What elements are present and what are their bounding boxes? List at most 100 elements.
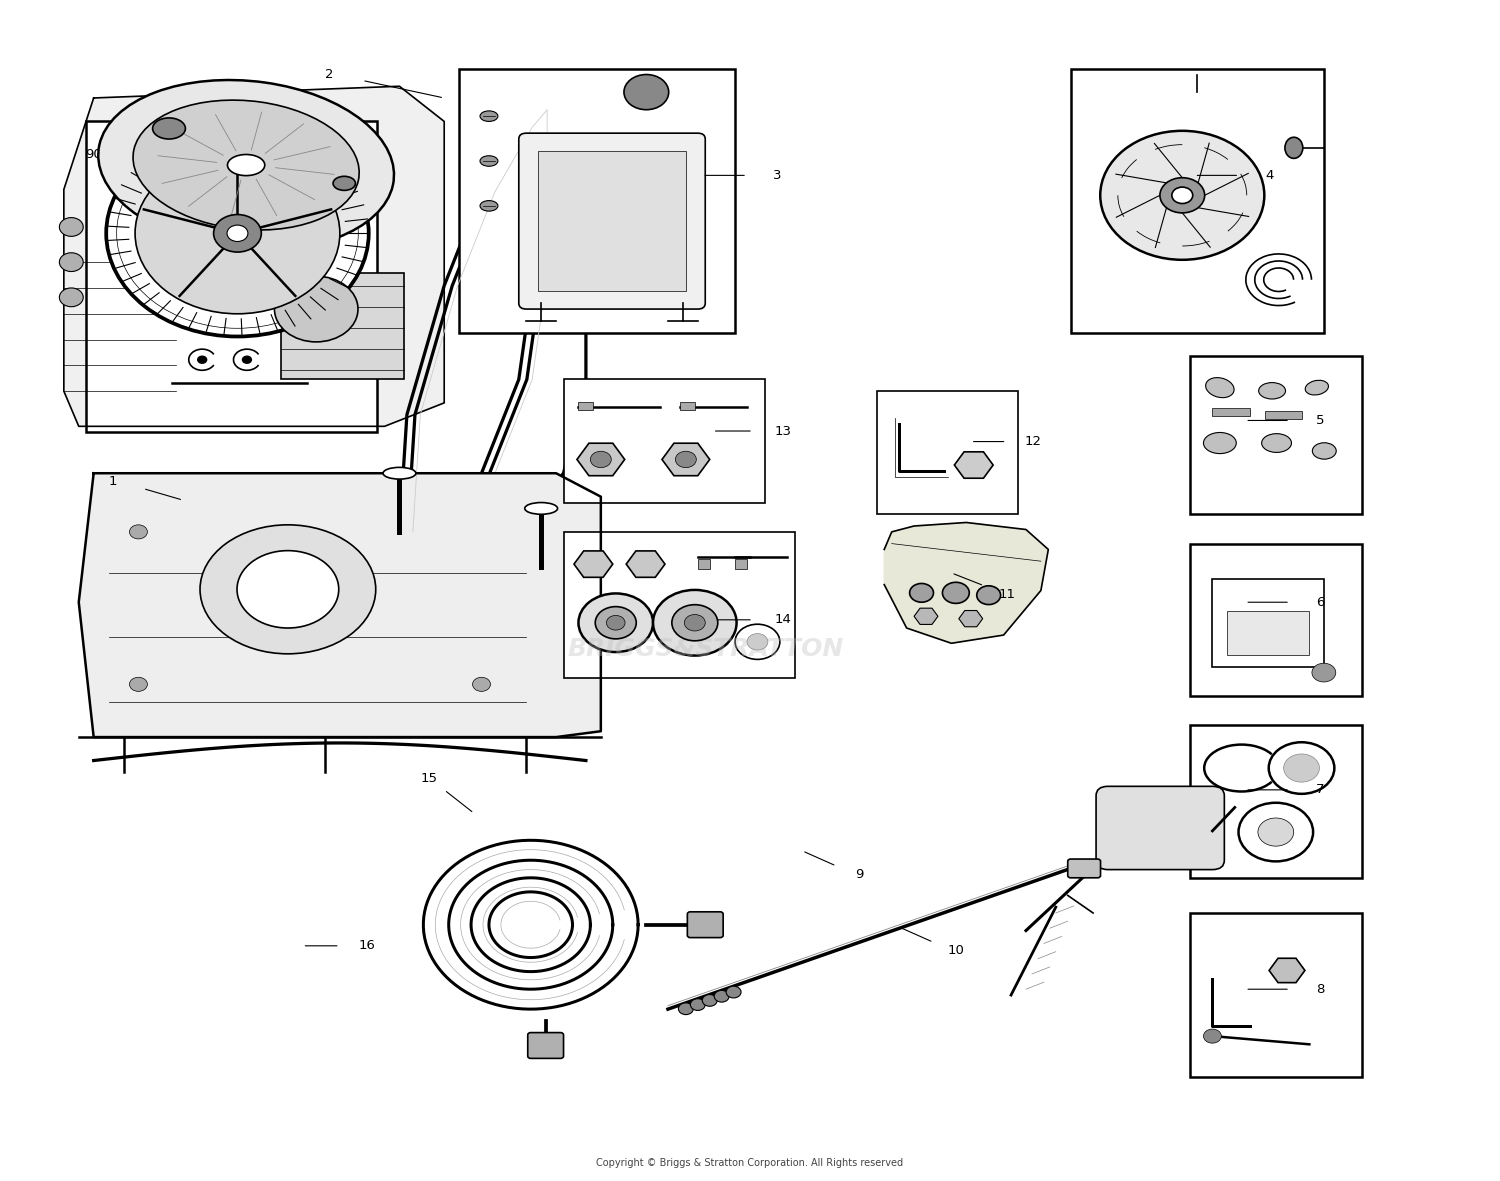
Circle shape xyxy=(1239,803,1312,861)
Text: 15: 15 xyxy=(422,771,438,784)
Circle shape xyxy=(135,152,340,314)
Bar xyxy=(1071,68,1324,333)
Text: 12: 12 xyxy=(1024,435,1042,448)
Text: BRIGGS&STRATTON: BRIGGS&STRATTON xyxy=(567,637,843,661)
Polygon shape xyxy=(626,550,664,578)
Bar xyxy=(735,559,747,568)
Polygon shape xyxy=(574,550,614,578)
Circle shape xyxy=(226,226,248,241)
Circle shape xyxy=(106,130,369,337)
Bar xyxy=(680,402,694,410)
Circle shape xyxy=(596,607,636,639)
Text: 9: 9 xyxy=(855,868,862,881)
Circle shape xyxy=(624,74,669,110)
Bar xyxy=(698,559,709,568)
Text: 5: 5 xyxy=(1316,415,1324,428)
Ellipse shape xyxy=(1203,432,1236,454)
Circle shape xyxy=(591,451,612,468)
FancyBboxPatch shape xyxy=(519,133,705,309)
Ellipse shape xyxy=(1305,380,1329,394)
Circle shape xyxy=(60,288,82,307)
Ellipse shape xyxy=(480,201,498,211)
Text: 3: 3 xyxy=(772,169,782,182)
Bar xyxy=(878,391,1019,514)
Polygon shape xyxy=(954,452,993,478)
Bar xyxy=(564,531,795,678)
Polygon shape xyxy=(1269,958,1305,983)
Polygon shape xyxy=(578,443,624,476)
Ellipse shape xyxy=(525,503,558,514)
Bar xyxy=(1190,913,1362,1077)
Circle shape xyxy=(1258,818,1293,846)
Circle shape xyxy=(678,1003,693,1014)
Text: Copyright © Briggs & Stratton Corporation. All Rights reserved: Copyright © Briggs & Stratton Corporatio… xyxy=(597,1157,903,1168)
Bar xyxy=(1212,579,1324,667)
Text: 16: 16 xyxy=(358,939,375,952)
Polygon shape xyxy=(662,443,710,476)
Ellipse shape xyxy=(134,100,358,230)
Ellipse shape xyxy=(237,550,339,628)
Circle shape xyxy=(1284,753,1320,782)
Circle shape xyxy=(198,357,207,364)
Circle shape xyxy=(129,524,147,539)
Circle shape xyxy=(1312,664,1336,681)
Ellipse shape xyxy=(228,155,266,176)
Circle shape xyxy=(60,217,82,236)
Circle shape xyxy=(1160,177,1204,213)
Circle shape xyxy=(472,677,490,691)
Bar xyxy=(1190,355,1362,514)
Circle shape xyxy=(274,276,358,341)
Polygon shape xyxy=(958,611,982,627)
Circle shape xyxy=(1269,742,1335,794)
Circle shape xyxy=(579,593,652,652)
Ellipse shape xyxy=(1312,443,1336,459)
Circle shape xyxy=(129,677,147,691)
Circle shape xyxy=(243,357,252,364)
Bar xyxy=(1190,543,1362,696)
Ellipse shape xyxy=(480,111,498,122)
Ellipse shape xyxy=(98,80,394,250)
Bar xyxy=(564,379,765,503)
Ellipse shape xyxy=(382,468,416,479)
Text: 4: 4 xyxy=(1264,169,1274,182)
Circle shape xyxy=(675,451,696,468)
FancyBboxPatch shape xyxy=(1068,859,1101,877)
Bar xyxy=(538,151,686,292)
Bar xyxy=(1190,725,1362,877)
FancyBboxPatch shape xyxy=(528,1032,564,1058)
Circle shape xyxy=(942,582,969,603)
Bar xyxy=(459,68,735,333)
Ellipse shape xyxy=(1262,433,1292,452)
Circle shape xyxy=(213,215,261,252)
Text: 11: 11 xyxy=(998,587,1016,600)
Text: 1: 1 xyxy=(110,475,117,488)
Text: 900: 900 xyxy=(86,148,111,161)
Text: 10: 10 xyxy=(948,944,964,957)
Bar xyxy=(86,122,376,432)
Circle shape xyxy=(672,605,718,641)
Text: 8: 8 xyxy=(1316,983,1324,996)
Circle shape xyxy=(714,991,729,1003)
Circle shape xyxy=(1203,1029,1221,1043)
Text: 6: 6 xyxy=(1316,595,1324,608)
FancyBboxPatch shape xyxy=(687,912,723,938)
Polygon shape xyxy=(884,522,1048,644)
Polygon shape xyxy=(64,86,444,426)
Bar xyxy=(1212,407,1249,416)
Circle shape xyxy=(976,586,1000,605)
Ellipse shape xyxy=(153,118,186,139)
Ellipse shape xyxy=(333,176,356,190)
Circle shape xyxy=(735,625,780,659)
Ellipse shape xyxy=(200,524,375,654)
Circle shape xyxy=(747,633,768,650)
Circle shape xyxy=(909,583,933,602)
Ellipse shape xyxy=(1286,137,1304,158)
Ellipse shape xyxy=(1258,383,1286,399)
Circle shape xyxy=(702,994,717,1006)
Bar xyxy=(1227,611,1310,655)
Text: 14: 14 xyxy=(774,613,792,626)
FancyBboxPatch shape xyxy=(1096,787,1224,869)
Polygon shape xyxy=(78,474,602,737)
Ellipse shape xyxy=(480,156,498,167)
Circle shape xyxy=(690,999,705,1011)
